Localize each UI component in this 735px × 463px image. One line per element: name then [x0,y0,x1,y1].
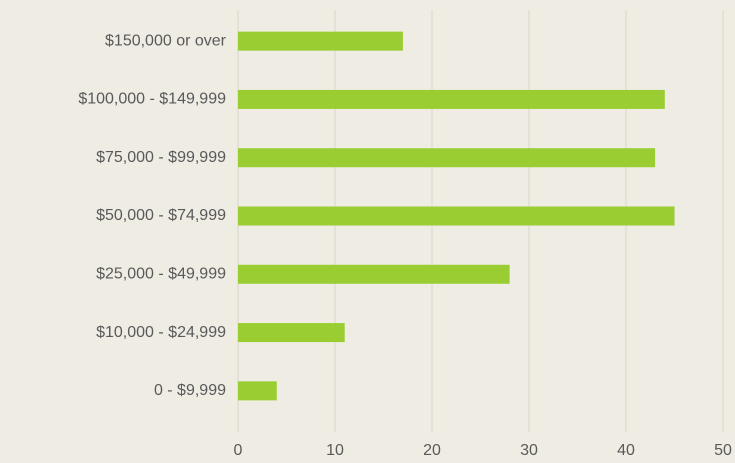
bar [238,206,675,226]
x-tick-label: 40 [617,442,635,459]
x-tick-label: 30 [520,442,538,459]
x-tick-label: 20 [423,442,441,459]
x-tick-label: 10 [326,442,344,459]
y-tick-label: $50,000 - $74,999 [96,207,226,224]
x-tick-label: 50 [714,442,732,459]
bar [238,323,345,343]
y-tick-label: 0 - $9,999 [154,382,226,399]
bar [238,31,403,51]
y-tick-label: $75,000 - $99,999 [96,149,226,166]
bar [238,264,510,284]
y-tick-label: $150,000 or over [105,32,227,49]
bar [238,89,665,109]
bar [238,148,656,168]
y-tick-label: $25,000 - $49,999 [96,266,226,283]
x-tick-label: 0 [234,442,243,459]
bar [238,381,277,401]
y-tick-label: $100,000 - $149,999 [78,91,226,108]
y-tick-label: $10,000 - $24,999 [96,324,226,341]
